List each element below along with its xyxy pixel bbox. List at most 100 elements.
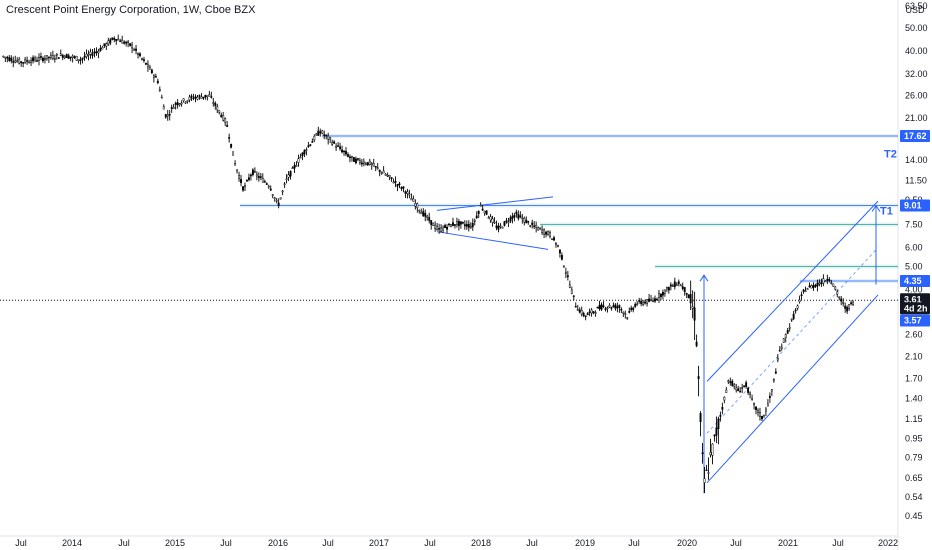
candle-body: [753, 402, 755, 406]
candle-body: [398, 183, 401, 185]
candle-body: [67, 55, 70, 59]
candle-body: [234, 163, 237, 166]
candle-body: [610, 307, 613, 309]
candle-body: [79, 59, 82, 61]
y-tick-label: 40.00: [905, 46, 928, 56]
candle-body: [654, 298, 656, 302]
candle-body: [475, 215, 478, 218]
candle-body: [55, 53, 58, 56]
y-tick-label: 26.00: [905, 91, 928, 101]
candle-body: [784, 334, 787, 338]
candle-body: [844, 305, 847, 309]
candle-body: [685, 292, 688, 295]
candle-body: [652, 300, 654, 302]
candle-body: [539, 227, 542, 230]
candle-body: [808, 285, 811, 288]
candle-body: [386, 174, 389, 177]
candle-body: [301, 152, 304, 157]
candle-body: [364, 163, 367, 166]
price-label: 3.57: [904, 315, 922, 325]
candle-body: [701, 452, 704, 455]
candle-body: [349, 156, 351, 159]
candle-body: [204, 94, 207, 98]
y-tick-label: 7.50: [905, 220, 923, 230]
candle-body: [422, 211, 425, 217]
candle-body: [762, 415, 765, 418]
candle-body: [418, 209, 421, 212]
candle-body: [69, 56, 72, 59]
candle-body: [63, 55, 66, 58]
y-tick-label: 2.10: [905, 351, 923, 361]
candle-body: [101, 47, 104, 50]
candle-body: [618, 305, 621, 308]
candle-body: [440, 227, 443, 232]
candle-body: [293, 165, 296, 169]
candle-body: [798, 299, 801, 303]
candle-body: [810, 285, 813, 289]
candle-body: [503, 221, 506, 226]
candle-body: [186, 100, 189, 102]
candle-body: [212, 102, 215, 104]
y-tick-label: 32.00: [905, 69, 928, 79]
candle-body: [553, 237, 555, 241]
candle-body: [119, 40, 122, 43]
candle-body: [774, 371, 777, 374]
candle-body: [283, 183, 286, 186]
candle-body: [321, 130, 324, 134]
candle-body: [828, 279, 831, 281]
candle-body: [337, 145, 340, 147]
candle-body: [846, 307, 849, 312]
candle-body: [479, 205, 482, 207]
candle-body: [699, 413, 702, 423]
chart-title: Crescent Point Energy Corporation, 1W, C…: [6, 4, 256, 16]
candle-body: [814, 285, 817, 287]
candle-body: [648, 298, 651, 302]
candle-body: [246, 180, 248, 182]
candle-body: [766, 403, 769, 407]
candle-body: [705, 469, 708, 472]
candle-body: [788, 326, 791, 329]
candle-body: [543, 229, 546, 235]
candle-body: [568, 284, 571, 288]
candle-body: [236, 169, 239, 172]
candle-body: [305, 149, 308, 151]
candle-body: [772, 379, 775, 382]
candle-body: [693, 307, 696, 321]
candle-body: [834, 286, 837, 290]
candle-body: [794, 309, 797, 312]
candle-body: [14, 60, 17, 63]
candle-body: [749, 392, 752, 395]
candle-body: [192, 97, 195, 100]
candle-body: [715, 427, 718, 436]
candle-body: [759, 412, 761, 417]
candle-body: [452, 222, 454, 226]
candle-body: [279, 197, 282, 200]
candle-body: [309, 144, 312, 146]
candle-body: [43, 58, 46, 60]
candle-body: [661, 292, 664, 296]
candle-body: [190, 95, 193, 98]
candle-body: [600, 304, 603, 310]
candle-body: [428, 217, 431, 221]
candle-body: [806, 288, 809, 290]
candle-body: [26, 60, 29, 62]
y-tick-label: 0.45: [905, 511, 923, 521]
candle-body: [533, 225, 536, 227]
candle-body: [295, 165, 298, 167]
channel-lower-line: [706, 294, 879, 484]
candle-body: [755, 406, 757, 410]
candle-body: [481, 208, 484, 211]
candle-body: [412, 198, 415, 202]
candle-body: [679, 284, 682, 287]
x-tick-label: Jul: [118, 538, 130, 548]
candle-body: [38, 57, 40, 61]
candle-body: [378, 169, 381, 172]
candle-body: [461, 222, 464, 224]
candle-body: [572, 295, 575, 297]
candle-body: [848, 304, 851, 309]
candle-body: [47, 56, 50, 59]
target-label: T2: [884, 148, 897, 160]
candle-body: [360, 162, 363, 165]
x-tick-label: Jul: [220, 538, 232, 548]
